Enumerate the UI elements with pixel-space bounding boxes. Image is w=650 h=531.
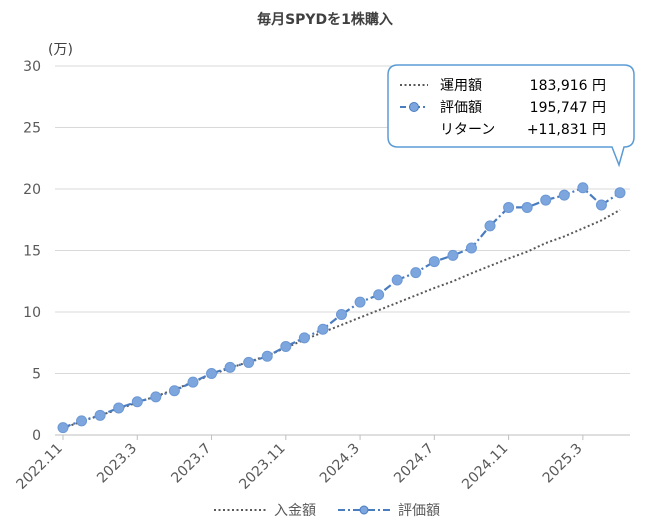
y-tick-label: 10 <box>23 305 41 321</box>
callout-value-operating: 183,916 円 <box>530 78 606 94</box>
data-point <box>447 249 459 261</box>
series-1 <box>57 182 626 434</box>
callout-box <box>387 64 635 168</box>
legend: 入金額 評価額 <box>214 503 440 519</box>
data-point <box>224 361 236 373</box>
legend-symbol-marker <box>359 505 369 515</box>
y-tick-label: 20 <box>23 182 41 198</box>
data-point <box>243 356 255 368</box>
callout-value-return: +11,831 円 <box>527 122 606 138</box>
data-point <box>354 296 366 308</box>
legend-label-valuation: 評価額 <box>398 503 440 519</box>
data-point <box>577 182 589 194</box>
data-point <box>168 385 180 397</box>
y-tick-label: 25 <box>23 121 41 137</box>
data-point <box>131 396 143 408</box>
data-point <box>187 376 199 388</box>
legend-label-deposit: 入金額 <box>274 503 316 519</box>
series-lines <box>57 182 626 434</box>
data-point <box>558 189 570 201</box>
series-line <box>62 209 621 430</box>
series-line <box>62 186 621 429</box>
data-point <box>76 415 88 427</box>
data-point <box>336 308 347 320</box>
data-callout: 運用額 183,916 円 評価額 195,747 円 リターン +11,831… <box>387 64 635 168</box>
chart-title: 毎月SPYDを1株購入 <box>257 11 393 28</box>
data-point <box>373 289 385 301</box>
y-tick-label: 30 <box>23 59 41 75</box>
x-tick-label: 2022.11 <box>14 441 66 493</box>
x-tick-label: 2024.3 <box>317 441 363 487</box>
data-point <box>94 409 106 421</box>
data-point <box>503 201 515 213</box>
x-tick-label: 2023.3 <box>94 441 140 487</box>
x-axis-ticks: 2022.11 2023.3 2023.7 2023.11 2024.3 2024.7 20… <box>14 435 586 493</box>
data-point <box>261 350 273 362</box>
data-point <box>410 267 422 279</box>
y-tick-label: 5 <box>32 367 41 383</box>
data-point <box>317 323 329 335</box>
callout-value-valuation: 195,747 円 <box>530 100 606 116</box>
x-tick-label: 2023.11 <box>236 441 288 493</box>
data-point <box>150 391 162 403</box>
x-tick-label: 2024.11 <box>459 441 511 493</box>
data-point <box>521 201 533 213</box>
data-point <box>595 199 607 211</box>
data-point <box>465 242 477 254</box>
series-0 <box>62 209 621 430</box>
callout-label-valuation: 評価額 <box>440 100 482 116</box>
data-point <box>484 220 496 232</box>
y-tick-label: 15 <box>23 244 41 260</box>
y-tick-label: 0 <box>32 428 41 444</box>
data-point <box>540 194 552 206</box>
y-axis-ticks: 0 5 10 15 20 25 30 <box>23 59 41 444</box>
callout-label-operating: 運用額 <box>440 78 482 94</box>
x-tick-label: 2023.7 <box>168 441 214 487</box>
callout-symbol-marker <box>409 102 419 112</box>
callout-label-return: リターン <box>440 122 495 138</box>
data-point <box>391 274 403 286</box>
x-tick-label: 2024.7 <box>391 441 437 487</box>
data-point <box>206 368 218 379</box>
data-point <box>57 422 69 434</box>
x-tick-label: 2025.3 <box>540 441 586 487</box>
data-point <box>614 187 626 199</box>
y-axis-unit: (万) <box>48 42 73 58</box>
data-point <box>428 256 440 268</box>
data-point <box>113 402 125 414</box>
data-point <box>280 340 292 352</box>
data-point <box>298 332 310 344</box>
